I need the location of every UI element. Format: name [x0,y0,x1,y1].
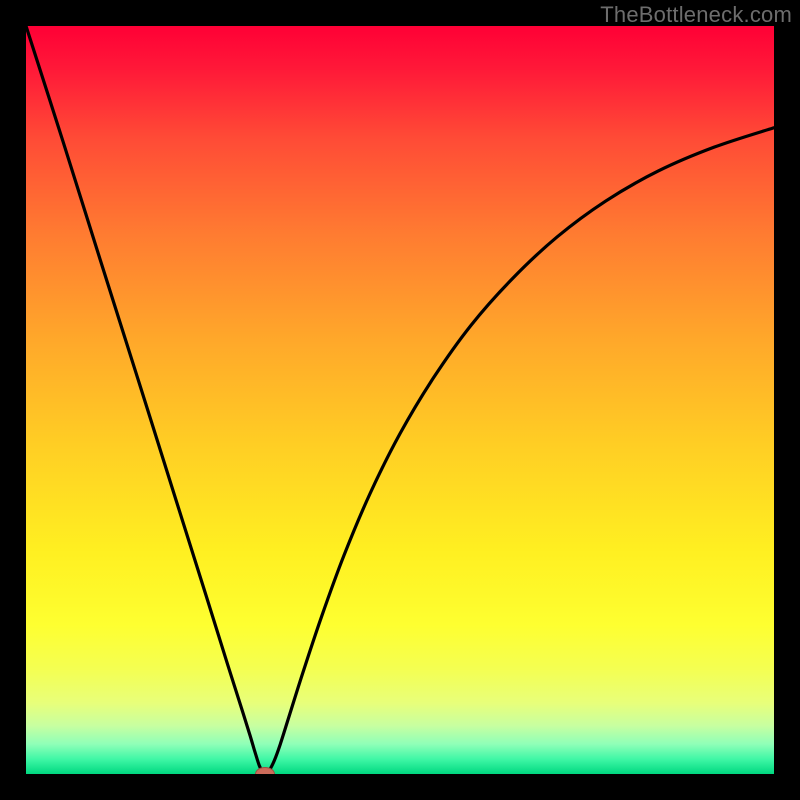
watermark-text: TheBottleneck.com [600,2,792,28]
curve-path [26,26,774,774]
curve-svg [26,26,774,774]
chart-frame: TheBottleneck.com [0,0,800,800]
minimum-marker [255,767,275,774]
plot-area [26,26,774,774]
